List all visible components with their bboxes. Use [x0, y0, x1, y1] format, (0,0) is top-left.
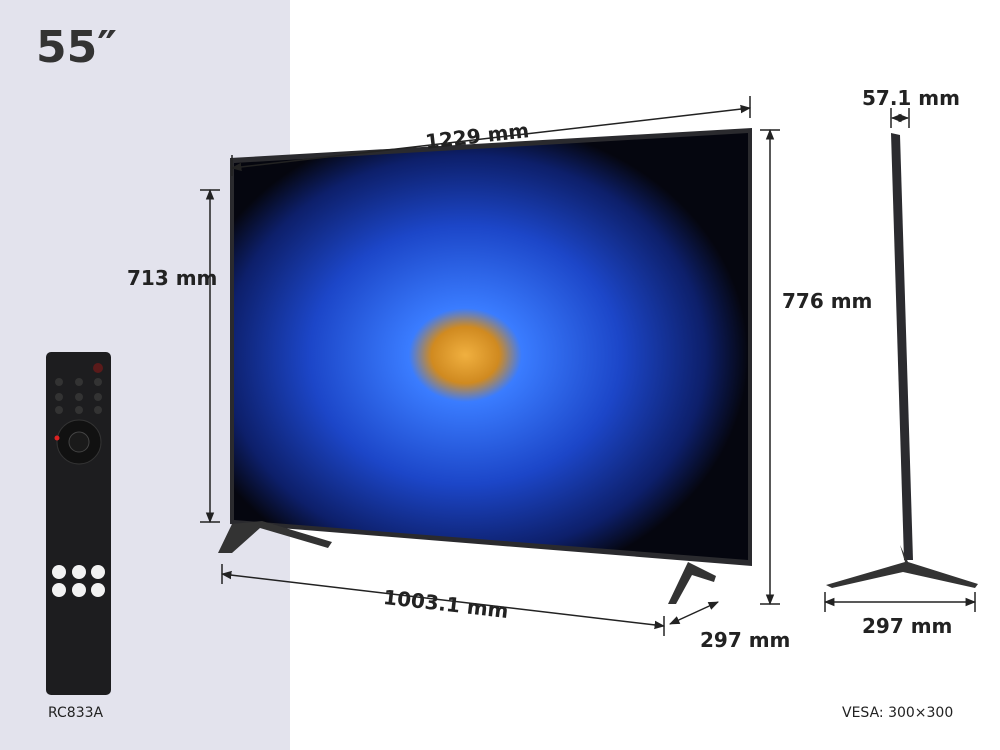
- depth-label: 57.1 mm: [862, 86, 960, 110]
- remote-control: [46, 352, 111, 695]
- remote-model-label: RC833A: [48, 705, 104, 721]
- vesa-label: VESA: 300×300: [842, 705, 954, 721]
- tv-front: [218, 128, 752, 604]
- tv-side: [826, 133, 978, 588]
- side-stand-depth-label: 297 mm: [862, 614, 953, 638]
- stand-depth-label: 297 mm: [700, 628, 791, 652]
- total-height-label: 776 mm: [782, 289, 873, 313]
- dimension-lines: [200, 96, 977, 636]
- screen-size-label: 55″: [36, 22, 117, 73]
- screen-height-label: 713 mm: [127, 266, 218, 290]
